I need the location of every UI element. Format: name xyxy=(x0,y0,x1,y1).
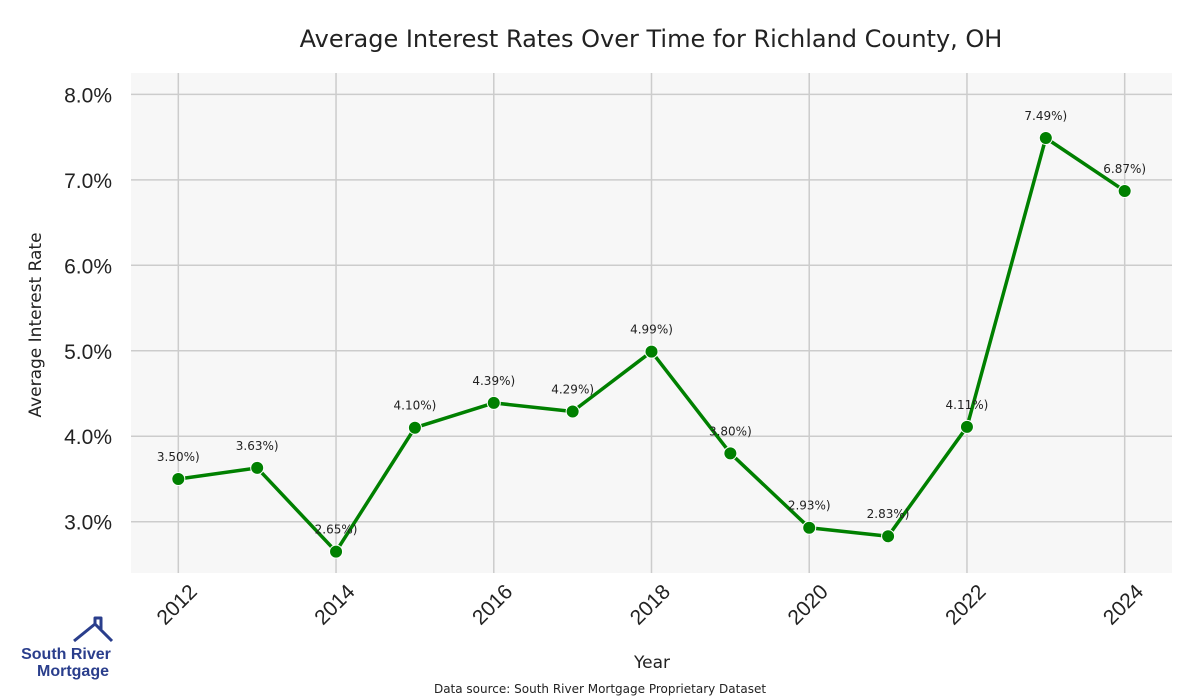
data-point xyxy=(486,395,501,410)
data-point xyxy=(644,344,659,359)
y-axis-label: Average Interest Rate xyxy=(26,232,46,417)
logo-line-2: Mortgage xyxy=(37,663,109,680)
data-label: 3.63%) xyxy=(236,439,279,453)
data-label: 4.99%) xyxy=(630,323,673,337)
y-tick-label: 6.0% xyxy=(64,255,112,278)
data-label: 4.10%) xyxy=(394,399,437,413)
x-tick-label: 2012 xyxy=(153,580,202,629)
data-source-note: Data source: South River Mortgage Propri… xyxy=(434,682,766,696)
data-point xyxy=(1117,183,1132,198)
house-roof-icon xyxy=(73,616,114,643)
data-label: 4.11%) xyxy=(946,398,989,412)
logo-line-1: South River xyxy=(21,646,111,663)
data-point xyxy=(959,419,974,434)
south-river-mortgage-logo: South River Mortgage xyxy=(21,616,114,680)
y-tick-label: 4.0% xyxy=(64,426,112,449)
data-label: 2.83%) xyxy=(867,507,910,521)
data-label: 2.65%) xyxy=(315,523,358,537)
x-axis-label: Year xyxy=(633,653,670,673)
data-point xyxy=(565,404,580,419)
data-point xyxy=(171,471,186,486)
data-label: 6.87%) xyxy=(1103,162,1146,176)
data-label: 3.50%) xyxy=(157,450,200,464)
data-label: 3.80%) xyxy=(709,424,752,438)
data-point xyxy=(802,520,817,535)
x-tick-label: 2022 xyxy=(941,580,990,629)
data-points xyxy=(171,130,1132,559)
data-labels: 3.50%) 3.63%) 2.65%) 4.10%) 4.39%) 4.29%) 4.99… xyxy=(157,109,1146,537)
x-tick-label: 2016 xyxy=(468,580,517,629)
data-point xyxy=(723,446,738,461)
y-tick-label: 7.0% xyxy=(64,170,112,193)
x-tick-label: 2020 xyxy=(783,580,832,629)
data-point xyxy=(329,544,344,559)
y-tick-label: 3.0% xyxy=(64,512,112,535)
data-label: 4.29%) xyxy=(551,382,594,396)
y-tick-label: 5.0% xyxy=(64,341,112,364)
x-axis-ticks: 2012 2014 2016 2018 2020 2022 2024 xyxy=(153,580,1149,630)
data-label: 2.93%) xyxy=(788,499,831,513)
chart-title: Average Interest Rates Over Time for Ric… xyxy=(300,25,1003,53)
x-tick-label: 2024 xyxy=(1099,580,1149,630)
x-tick-label: 2014 xyxy=(310,580,360,630)
data-point xyxy=(1038,130,1053,145)
y-tick-label: 8.0% xyxy=(64,84,112,107)
data-point xyxy=(407,420,422,435)
data-label: 4.39%) xyxy=(472,374,515,388)
y-axis-ticks: 3.0% 4.0% 5.0% 6.0% 7.0% 8.0% xyxy=(64,84,112,534)
data-label: 7.49%) xyxy=(1024,109,1067,123)
data-point xyxy=(881,529,896,544)
data-point xyxy=(250,460,265,475)
x-tick-label: 2018 xyxy=(626,580,675,629)
